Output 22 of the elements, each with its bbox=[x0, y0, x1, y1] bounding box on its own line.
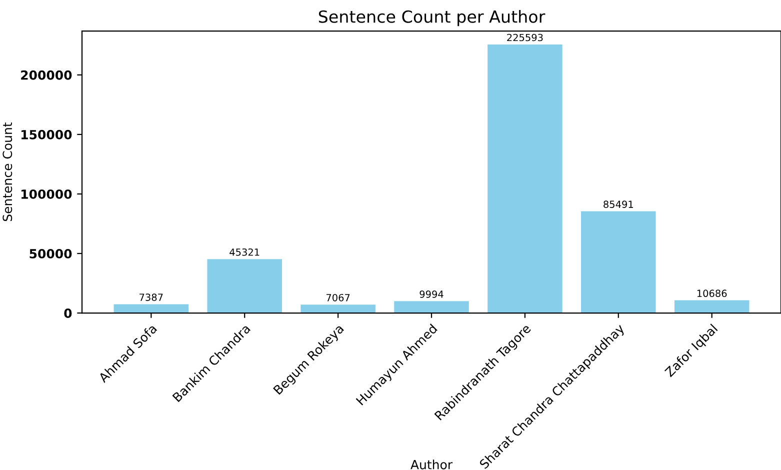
data-label: 45321 bbox=[230, 248, 260, 256]
data-label: 10686 bbox=[697, 290, 727, 298]
bar bbox=[300, 304, 376, 314]
y-tick-label: 50000 bbox=[30, 248, 72, 258]
chart-title: Sentence Count per Author bbox=[318, 10, 546, 26]
y-axis-title: Sentence Count bbox=[2, 122, 12, 222]
data-label: 85491 bbox=[604, 200, 633, 208]
bar bbox=[114, 304, 189, 314]
x-axis-title: Author bbox=[410, 460, 453, 470]
bar bbox=[207, 259, 282, 314]
bar bbox=[674, 300, 750, 314]
y-tick-label: 200000 bbox=[21, 70, 72, 80]
y-tick-label: 0 bbox=[64, 308, 72, 318]
data-label: 9994 bbox=[420, 290, 444, 298]
bar bbox=[581, 211, 656, 314]
data-label: 7387 bbox=[140, 294, 163, 301]
bar bbox=[394, 301, 469, 314]
y-tick-label: 100000 bbox=[22, 189, 72, 199]
data-label: 7067 bbox=[326, 294, 350, 302]
y-tick-label: 150000 bbox=[22, 130, 72, 140]
data-label: 225593 bbox=[507, 34, 543, 42]
bar bbox=[488, 44, 562, 314]
